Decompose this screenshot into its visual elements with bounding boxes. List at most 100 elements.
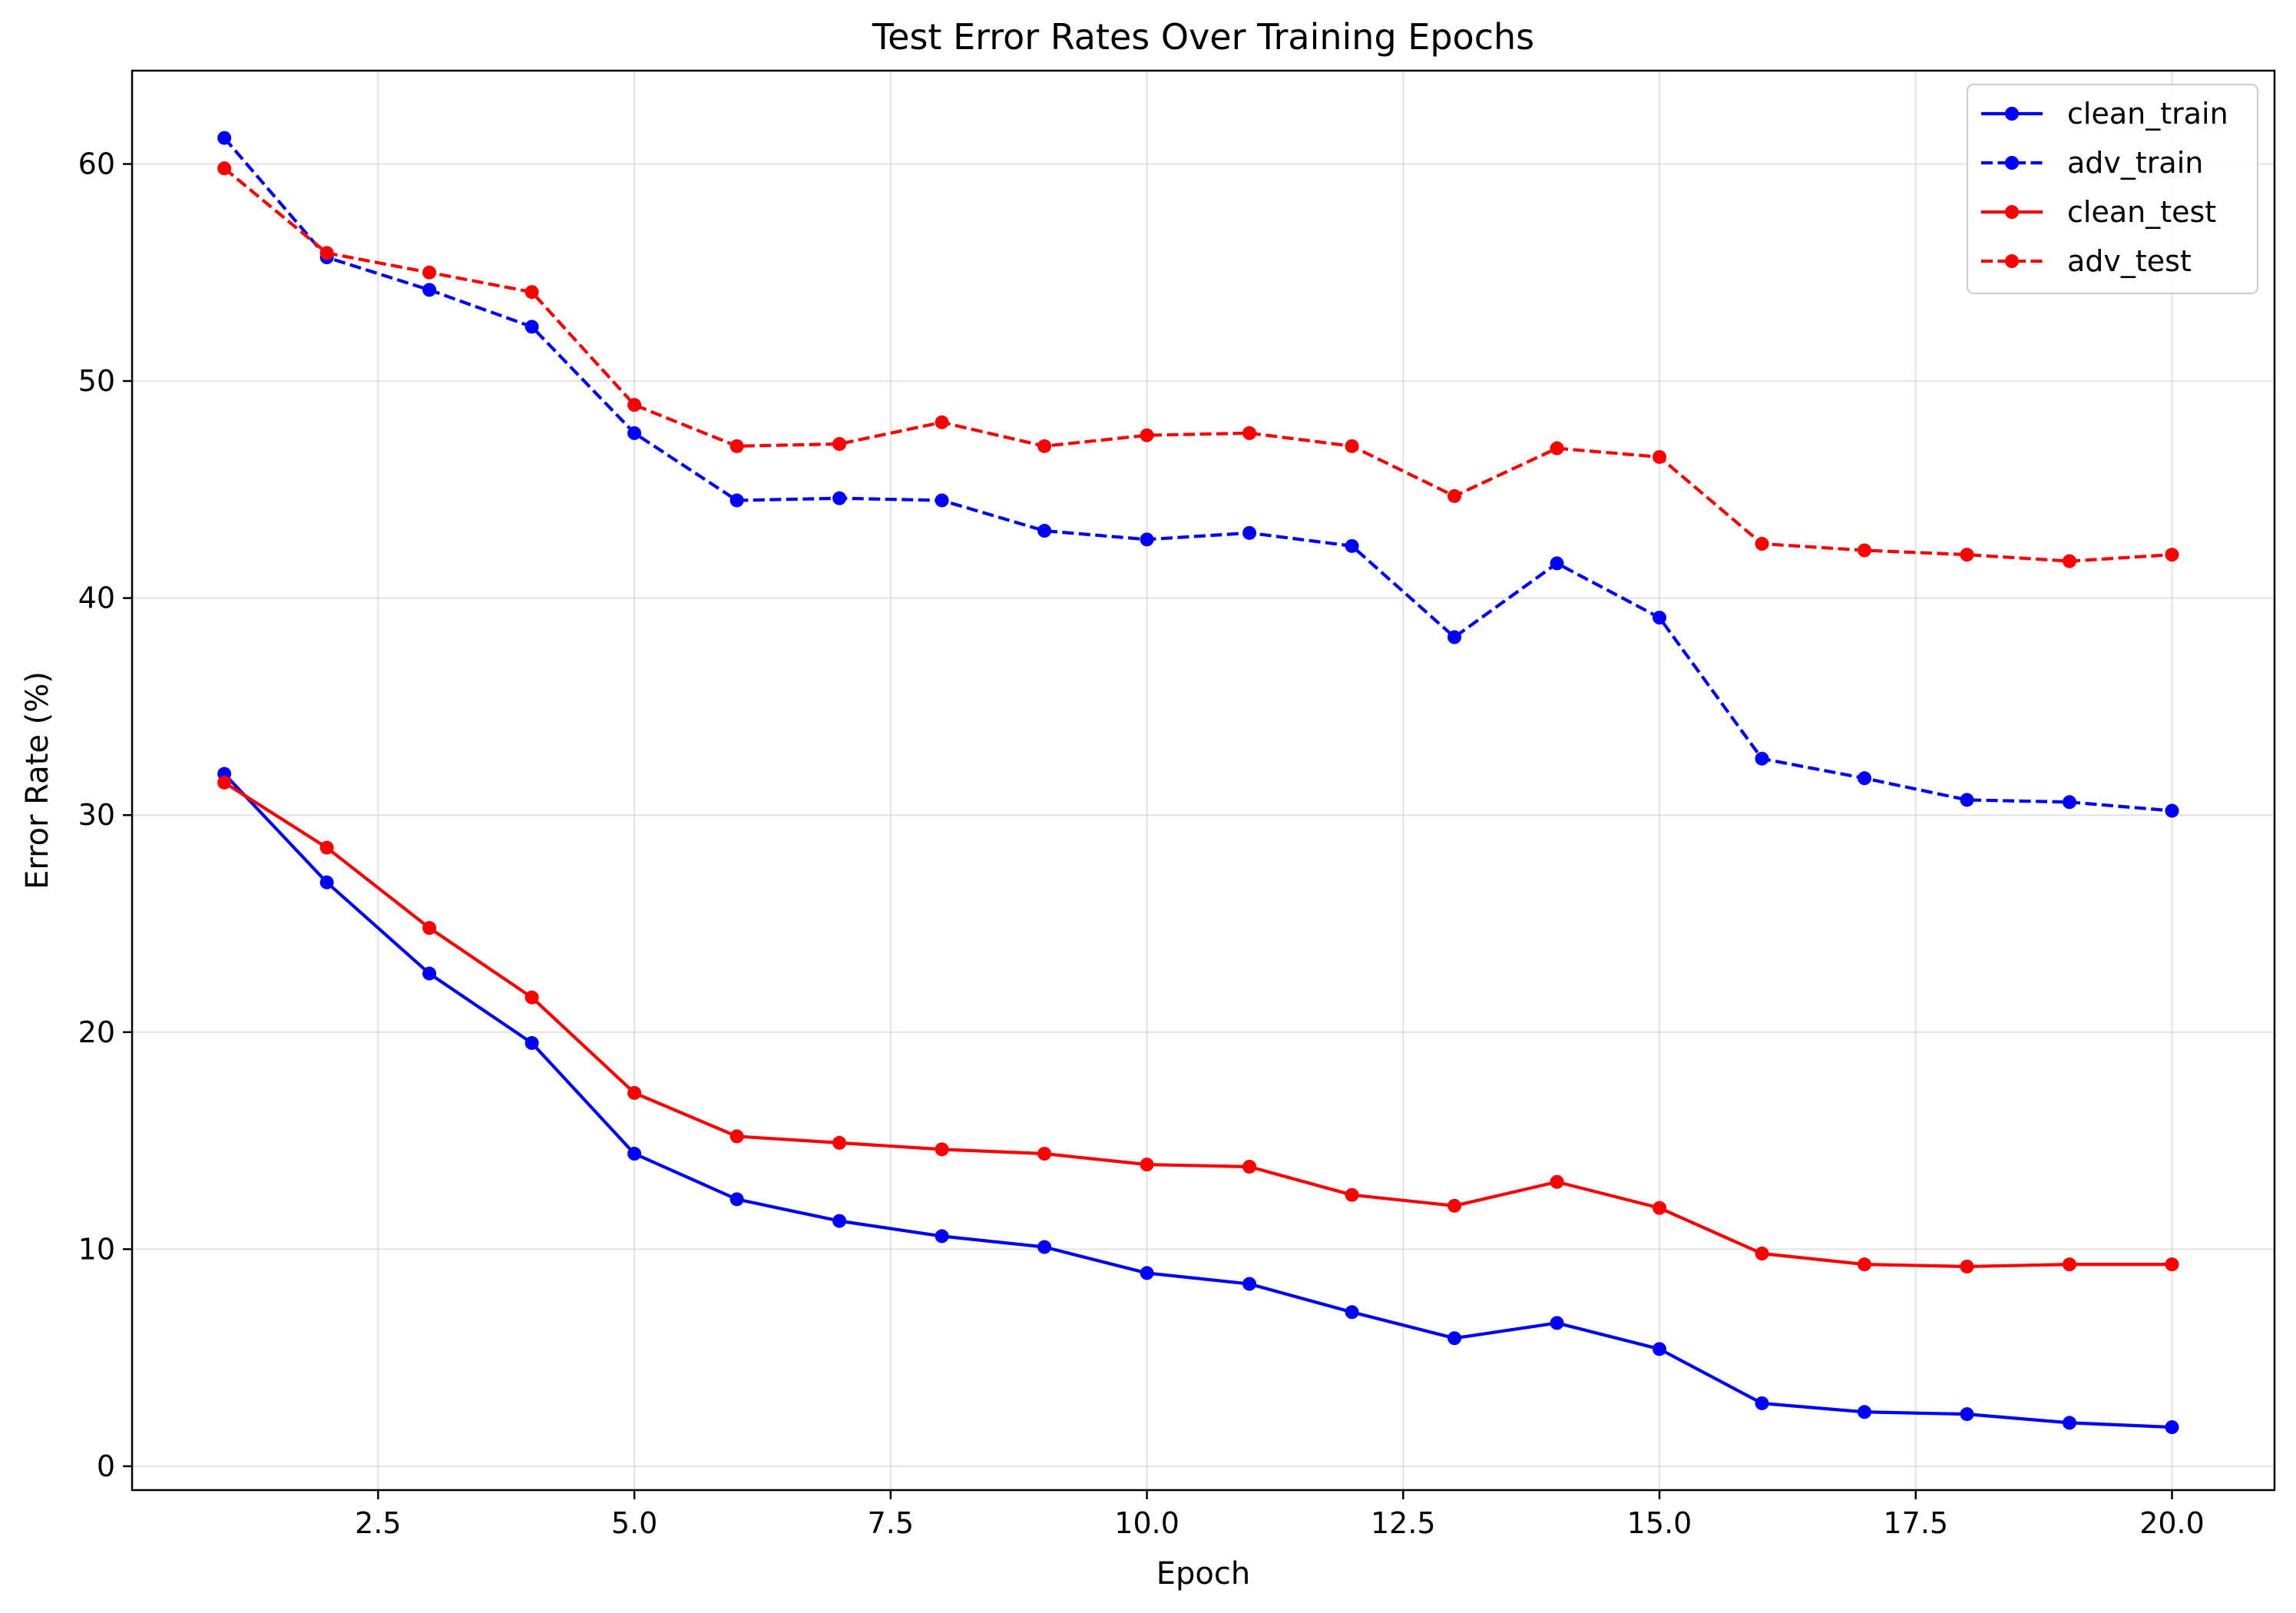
data-point-adv_train (2165, 803, 2179, 818)
x-tick-label: 2.5 (355, 1506, 401, 1540)
legend-marker (2005, 205, 2019, 219)
data-point-clean_train (1345, 1305, 1359, 1320)
x-tick-label: 7.5 (868, 1506, 914, 1540)
data-point-clean_test (1960, 1259, 1974, 1274)
data-point-adv_test (1345, 439, 1359, 453)
legend-marker (2005, 156, 2019, 170)
data-point-adv_test (729, 439, 744, 453)
data-point-adv_train (1037, 524, 1052, 538)
y-tick-label: 60 (78, 147, 115, 181)
series-adv_test (217, 161, 2179, 568)
data-point-clean_train (2063, 1416, 2077, 1430)
series-line-clean_train (223, 773, 2172, 1429)
data-point-clean_train (627, 1147, 642, 1161)
legend-label: adv_train (2067, 146, 2203, 180)
legend-frame (1967, 84, 2258, 294)
data-point-adv_train (1447, 630, 1462, 644)
data-point-clean_train (524, 1035, 539, 1050)
y-tick-label: 0 (97, 1449, 115, 1483)
data-point-adv_train (1550, 556, 1564, 571)
data-point-adv_test (1960, 548, 1974, 562)
x-tick-label: 20.0 (2139, 1506, 2205, 1540)
data-point-adv_test (217, 161, 232, 176)
data-point-clean_train (1447, 1331, 1462, 1346)
data-point-clean_test (2165, 1257, 2179, 1272)
y-tick-label: 20 (78, 1015, 115, 1049)
data-point-adv_test (1858, 543, 1872, 558)
data-point-clean_train (1242, 1277, 1257, 1291)
x-tick-label: 17.5 (1883, 1506, 1948, 1540)
axis-ticks: 2.5 5.0 7.5 10.0 12.5 15.0 17.5 20.0 0 10 20 30 40 50… (78, 147, 2205, 1540)
data-point-clean_test (832, 1135, 847, 1150)
data-point-clean_test (935, 1142, 949, 1157)
series-line-clean_test (223, 781, 2172, 1269)
data-point-adv_train (1858, 771, 1872, 786)
data-point-adv_test (627, 398, 642, 412)
data-point-clean_train (422, 966, 437, 981)
data-point-clean_test (1858, 1257, 1872, 1272)
legend-label: clean_train (2067, 97, 2228, 131)
data-point-adv_test (935, 415, 949, 429)
data-point-adv_train (1960, 793, 1974, 807)
data-point-clean_train (1755, 1396, 1769, 1410)
data-point-adv_test (832, 437, 847, 452)
data-point-adv_train (1140, 532, 1154, 547)
x-tick-label: 12.5 (1371, 1506, 1436, 1540)
legend-item-clean_test: clean_test (1981, 195, 2216, 229)
y-tick-label: 50 (78, 364, 115, 398)
series-line-adv_test (223, 167, 2172, 563)
series-clean_test (217, 775, 2179, 1274)
data-point-clean_test (319, 840, 334, 855)
data-point-adv_test (1447, 489, 1462, 503)
data-point-clean_test (217, 775, 232, 790)
x-axis-label: Epoch (1156, 1556, 1250, 1591)
data-point-adv_test (2165, 548, 2179, 562)
legend-item-clean_train: clean_train (1981, 97, 2228, 131)
data-point-adv_test (1550, 441, 1564, 455)
data-point-clean_test (2063, 1257, 2077, 1272)
data-point-adv_test (1653, 449, 1667, 464)
data-point-clean_train (1858, 1405, 1872, 1419)
data-point-clean_train (832, 1214, 847, 1228)
data-point-clean_test (1755, 1247, 1769, 1260)
y-axis-label: Error Rate (%) (20, 671, 55, 889)
y-tick-label: 40 (78, 581, 115, 615)
data-point-adv_test (319, 246, 334, 260)
x-tick-label: 5.0 (611, 1506, 657, 1540)
grid (132, 71, 2274, 1490)
plot-frame (131, 69, 2276, 1492)
data-point-clean_train (1653, 1342, 1667, 1356)
data-point-clean_test (1345, 1187, 1359, 1202)
data-point-clean_train (1140, 1266, 1154, 1280)
legend-item-adv_test: adv_test (1981, 244, 2192, 278)
data-point-clean_test (1653, 1201, 1667, 1215)
chart-title: Test Error Rates Over Training Epochs (872, 16, 1534, 58)
data-point-adv_test (2063, 554, 2077, 568)
data-point-adv_test (1037, 439, 1052, 453)
legend-marker (2005, 107, 2019, 121)
data-point-adv_train (1242, 525, 1257, 540)
data-point-adv_train (217, 131, 232, 145)
series-adv_train (217, 131, 2179, 818)
data-point-adv_train (1755, 751, 1769, 766)
data-point-adv_test (422, 265, 437, 280)
data-point-adv_train (1345, 538, 1359, 553)
legend-item-adv_train: adv_train (1981, 146, 2203, 180)
data-point-clean_train (1550, 1316, 1564, 1330)
legend-label: clean_test (2067, 195, 2216, 229)
data-point-clean_train (935, 1229, 949, 1244)
data-point-clean_train (319, 875, 334, 889)
y-tick-label: 30 (78, 798, 115, 832)
data-point-adv_test (524, 285, 539, 300)
data-point-adv_train (422, 283, 437, 297)
data-point-clean_train (729, 1192, 744, 1207)
data-point-adv_train (1653, 611, 1667, 625)
data-point-adv_train (627, 426, 642, 440)
data-point-adv_test (1755, 537, 1769, 551)
data-point-clean_train (1037, 1240, 1052, 1254)
data-point-clean_test (729, 1129, 744, 1144)
data-point-clean_test (1037, 1147, 1052, 1161)
legend: clean_train adv_train clean_test adv_test (1967, 84, 2258, 294)
x-tick-label: 10.0 (1114, 1506, 1179, 1540)
